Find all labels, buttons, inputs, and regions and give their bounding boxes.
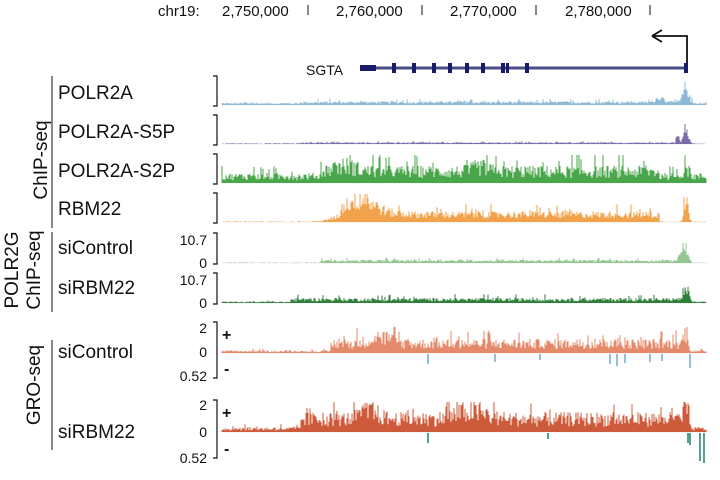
signal-polr2a (221, 81, 707, 105)
gene-exon (412, 63, 416, 73)
plus-strand-sirbm22: + (222, 405, 231, 422)
gene-exon (501, 63, 505, 73)
gene-exon (360, 65, 376, 71)
scale-bracket (213, 272, 218, 305)
track-label-polr2a-s2p: POLR2A-S2P (58, 161, 175, 182)
signal-rbm22 (222, 194, 706, 222)
gene-exon (465, 63, 469, 73)
scale-top-groseq-sirbm22: 2 (199, 397, 207, 413)
coord-tick-4: 2,780,000 (565, 3, 632, 20)
chromosome-label: chr19: (158, 3, 200, 20)
gene-name: SGTA (306, 62, 344, 78)
scale-bracket (213, 192, 218, 224)
gene-exon (684, 63, 688, 73)
group-labels: ChIP-seq POLR2G ChIP-seq GRO-seq (2, 76, 53, 450)
scale-top-polr2g-sicontrol: 10.7 (180, 232, 207, 248)
scale-top-groseq-sicontrol: 2 (199, 320, 207, 336)
signal-groseq-sirbm22-plus (221, 402, 707, 432)
scale-bracket (213, 399, 218, 459)
signal-groseq-sicontrol-minus (427, 354, 691, 368)
track-label-groseq-sirbm22: siRBM22 (58, 422, 135, 443)
scale-bottom-groseq-sirbm22: 0.52 (180, 450, 207, 466)
scale-bracket (213, 321, 218, 379)
track-labels: POLR2A POLR2A-S5P POLR2A-S2P RBM22 siCon… (58, 83, 175, 443)
group-label-polr2g-line1: POLR2G (2, 231, 23, 308)
scale-bottom-groseq-sicontrol: 0.52 (180, 368, 207, 384)
gene-exon (506, 63, 509, 73)
scale-mid-groseq-sicontrol: 0 (199, 344, 207, 360)
signal-polr2g-sicontrol (223, 242, 707, 263)
group-label-groseq: GRO-seq (24, 345, 45, 425)
scale-bracket (213, 232, 218, 265)
track-label-polr2a-s5p: POLR2A-S5P (58, 122, 175, 143)
track-label-rbm22: RBM22 (58, 199, 121, 220)
group-label-polr2g-line2: ChIP-seq (24, 230, 45, 309)
coordinate-ruler: chr19: 2,750,000 2,760,000 2,770,000 2,7… (158, 3, 651, 20)
gene-exon (525, 63, 529, 73)
group-label-chipseq: ChIP-seq (31, 120, 52, 199)
track-label-polr2g-sirbm22: siRBM22 (58, 278, 135, 299)
coord-tick-3: 2,770,000 (450, 3, 517, 20)
scale-values: 10.7 0 10.7 0 2 0 0.52 + - 2 0 0.52 + - (180, 232, 232, 466)
minus-strand-sirbm22: - (224, 441, 229, 458)
scale-bracket (213, 75, 218, 107)
gene-exon (432, 63, 436, 73)
gene-exon (481, 63, 485, 73)
gene-exon (448, 63, 452, 73)
plus-strand-sicontrol: + (222, 327, 231, 344)
scale-mid-groseq-sirbm22: 0 (199, 424, 207, 440)
scale-bottom-polr2g-sicontrol: 0 (199, 255, 207, 271)
track-label-polr2a: POLR2A (58, 83, 133, 104)
track-label-polr2g-sicontrol: siControl (58, 238, 133, 259)
scale-bottom-polr2g-sirbm22: 0 (199, 295, 207, 311)
scale-top-polr2g-sirbm22: 10.7 (180, 272, 207, 288)
track-label-groseq-sicontrol: siControl (58, 342, 133, 363)
scale-bracket (213, 114, 218, 146)
tss-arrow-icon (652, 35, 688, 66)
signal-polr2g-sirbm22 (221, 286, 707, 303)
signal-groseq-sicontrol-plus (221, 327, 707, 353)
gene-exon (392, 63, 396, 73)
signal-tracks (221, 81, 707, 463)
scale-brackets (213, 75, 218, 459)
scale-bracket (213, 153, 218, 185)
gene-intron-line (362, 66, 687, 70)
signal-polr2a-s2p (221, 155, 707, 183)
signal-polr2a-s5p (222, 124, 705, 144)
tss-arrowhead-icon (651, 29, 663, 43)
coord-tick-2: 2,760,000 (336, 3, 403, 20)
coord-tick-1: 2,750,000 (222, 3, 289, 20)
signal-groseq-sirbm22-minus (427, 433, 705, 463)
gene-model: SGTA (306, 29, 688, 78)
minus-strand-sicontrol: - (224, 361, 229, 378)
